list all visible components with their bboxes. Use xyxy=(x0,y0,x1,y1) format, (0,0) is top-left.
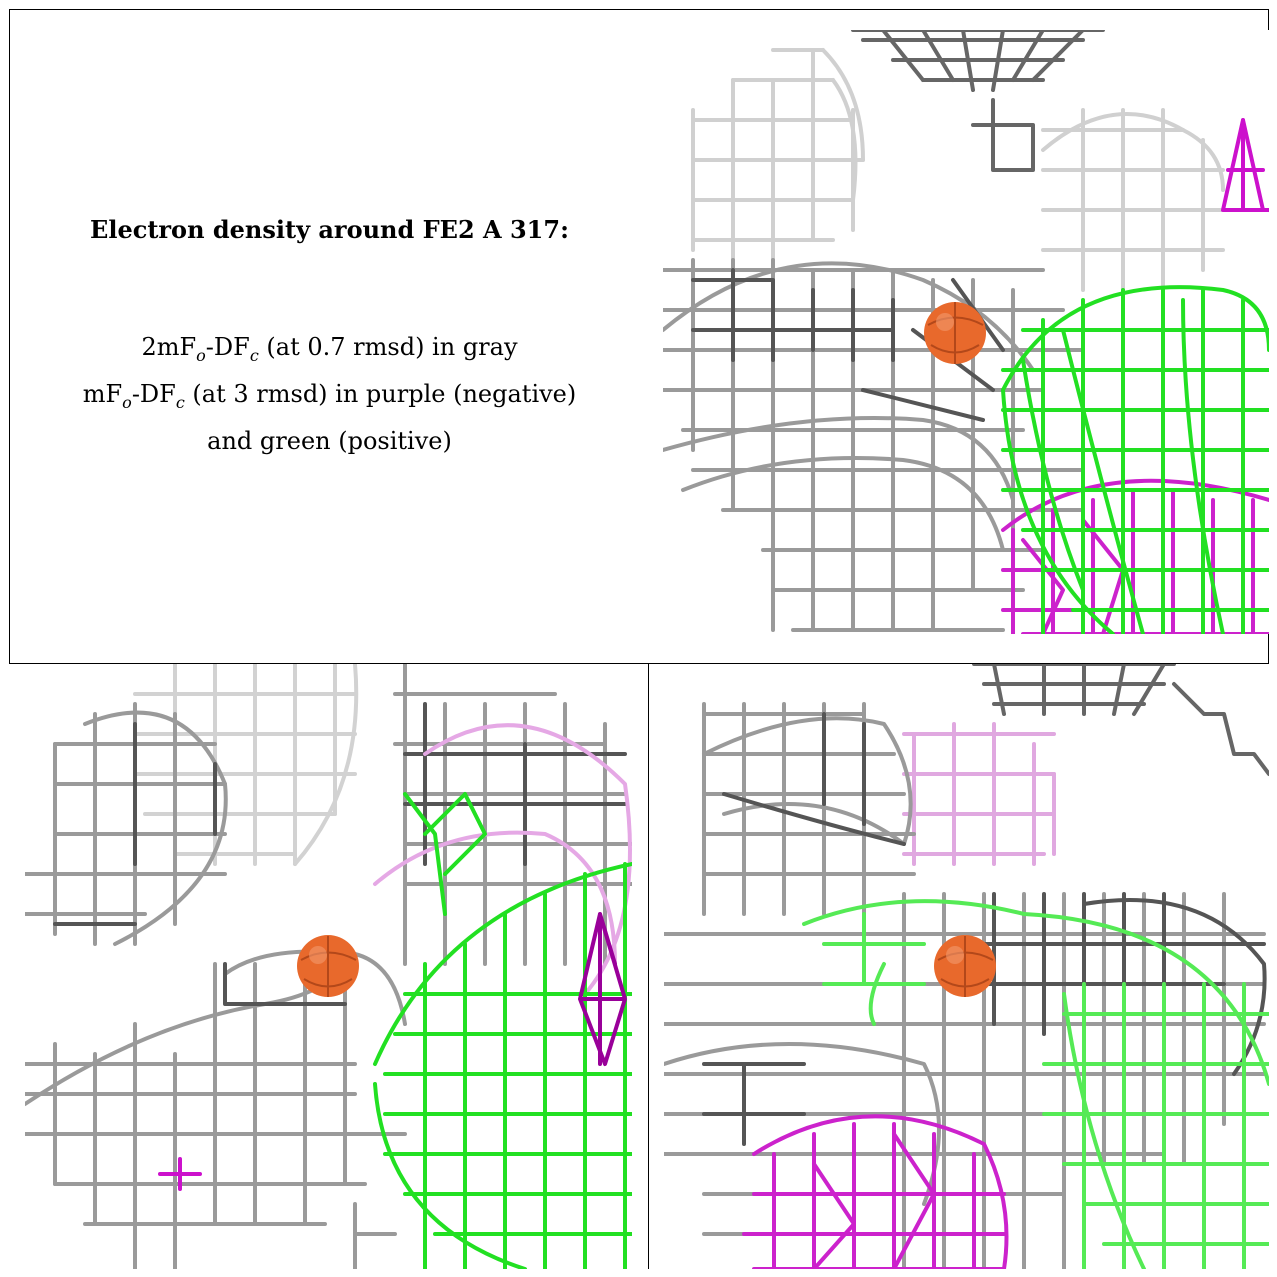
gray-mesh-dark xyxy=(702,712,1267,1146)
view-top-right xyxy=(663,30,1269,634)
purple-mesh-negative xyxy=(742,1114,1009,1269)
density-mesh-bottom-right xyxy=(664,664,1269,1269)
caption-title: Electron density around FE2 A 317: xyxy=(90,215,569,244)
green-mesh-positive xyxy=(1001,285,1269,634)
purple-mesh-small xyxy=(1221,118,1269,212)
frame-left xyxy=(9,9,10,664)
gray-mesh-dark xyxy=(53,702,627,1006)
caption-panel: Electron density around FE2 A 317: 2mFo-… xyxy=(10,10,649,663)
legend-line-green: and green (positive) xyxy=(207,426,452,455)
gray-mesh-cap xyxy=(851,30,1105,172)
fe-atom xyxy=(924,302,986,364)
green-mesh-positive xyxy=(802,899,1269,1269)
purple-mesh-dark xyxy=(578,912,627,1066)
gray-mesh-main xyxy=(663,258,1085,632)
purple-mesh-light xyxy=(373,723,632,996)
frame-top xyxy=(9,9,1269,10)
view-bottom-right xyxy=(664,664,1269,1269)
density-mesh-bottom-left xyxy=(25,664,632,1269)
density-mesh-top-right xyxy=(663,30,1269,634)
caption-legend: 2mFo-DFc (at 0.7 rmsd) in gray mFo-DFc (… xyxy=(10,328,649,460)
gray-mesh-light xyxy=(691,48,1235,292)
frame-middle xyxy=(9,663,1269,664)
legend-line-difference: mFo-DFc (at 3 rmsd) in purple (negative) xyxy=(82,379,577,412)
view-bottom-left xyxy=(25,664,632,1269)
gray-mesh-cap xyxy=(972,664,1269,776)
purple-mesh-cross xyxy=(158,1157,202,1191)
legend-line-gray: 2mFo-DFc (at 0.7 rmsd) in gray xyxy=(141,333,518,365)
fe-atom xyxy=(934,935,996,997)
purple-mesh-light xyxy=(902,722,1056,866)
fe-atom xyxy=(297,935,359,997)
green-mesh-positive xyxy=(373,792,632,1269)
